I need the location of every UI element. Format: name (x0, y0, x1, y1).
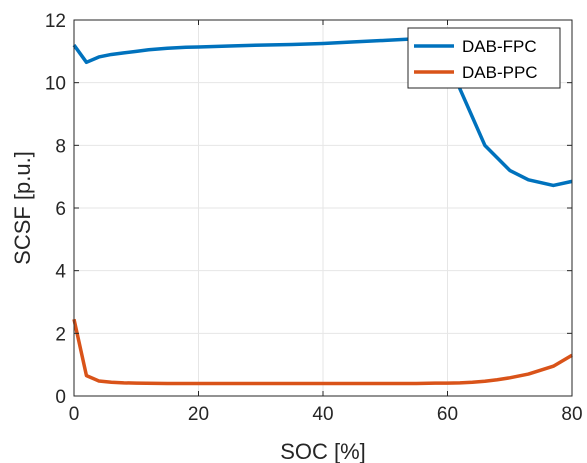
series-layer (72, 37, 573, 386)
series-line-dab-ppc (72, 318, 573, 386)
x-tick-label: 0 (69, 404, 80, 425)
y-tick-labels: 0 2 4 6 8 10 12 (45, 11, 67, 408)
legend-label: DAB-PPC (462, 63, 538, 82)
x-tick-label: 60 (437, 404, 458, 425)
x-tick-labels: 0 20 40 60 80 (69, 404, 583, 425)
x-tick-label: 20 (188, 404, 209, 425)
y-tick-label: 2 (55, 324, 66, 345)
x-tick-label: 40 (312, 404, 333, 425)
y-tick-label: 6 (55, 199, 66, 220)
y-tick-label: 8 (55, 136, 66, 157)
y-tick-label: 12 (45, 11, 66, 32)
legend-label: DAB-FPC (462, 37, 537, 56)
series-line-dab-fpc (72, 37, 573, 188)
legend: DAB-FPC DAB-PPC (407, 27, 561, 89)
legend-box (407, 27, 561, 89)
x-axis-label: SOC [%] (280, 439, 366, 463)
y-tick-label: 4 (55, 262, 66, 283)
y-tick-label: 10 (45, 74, 66, 95)
axis-ticks (73, 19, 573, 397)
x-tick-label: 80 (561, 404, 582, 425)
y-axis-label: SCSF [p.u.] (10, 151, 35, 265)
y-tick-label: 0 (55, 387, 66, 408)
